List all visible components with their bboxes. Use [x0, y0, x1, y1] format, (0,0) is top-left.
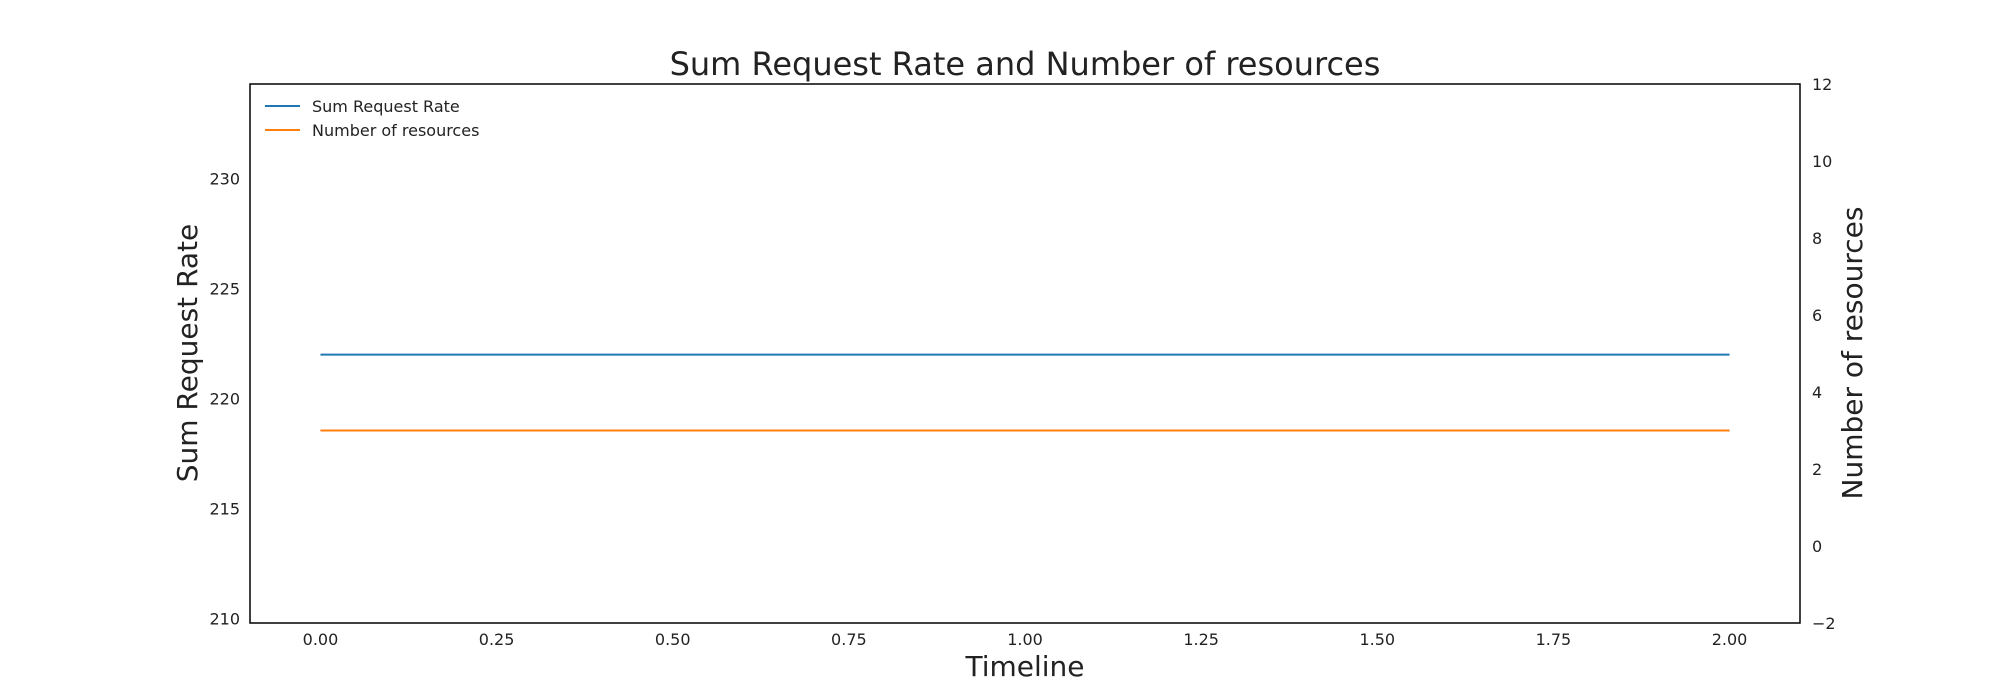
legend: Sum Request Rate Number of resources: [265, 97, 479, 140]
left-y-axis: 210 215 220 225 230: [209, 170, 240, 629]
plot-frame: [249, 83, 1801, 624]
right-y-tick-label: 0: [1812, 537, 1822, 556]
left-y-tick-label: 220: [209, 390, 240, 409]
x-tick-label: 0.25: [479, 630, 515, 649]
left-y-tick-label: 215: [209, 500, 240, 519]
right-y-tick-label: 12: [1812, 75, 1832, 94]
x-tick-label: 1.75: [1536, 630, 1572, 649]
right-y-tick-label: 10: [1812, 152, 1832, 171]
right-y-tick-label: 6: [1812, 306, 1822, 325]
x-tick-label: 0.50: [655, 630, 691, 649]
x-tick-label: 0.75: [831, 630, 867, 649]
x-tick-label: 1.50: [1359, 630, 1395, 649]
x-tick-label: 1.00: [1007, 630, 1043, 649]
left-y-axis-label: Sum Request Rate: [171, 224, 204, 483]
right-y-tick-label: −2: [1812, 614, 1836, 633]
right-y-axis-label: Number of resources: [1836, 207, 1869, 500]
chart-title: Sum Request Rate and Number of resources: [670, 45, 1381, 83]
legend-label: Number of resources: [312, 121, 479, 140]
x-tick-label: 1.25: [1183, 630, 1219, 649]
x-axis: 0.00 0.25 0.50 0.75 1.00 1.25 1.50 1.75 2.00: [303, 630, 1748, 649]
right-y-tick-label: 4: [1812, 383, 1822, 402]
x-axis-label: Timeline: [964, 650, 1084, 683]
left-y-tick-label: 210: [209, 610, 240, 629]
left-y-tick-label: 230: [209, 170, 240, 189]
right-y-axis: −2 0 2 4 6 8 10 12: [1812, 75, 1836, 633]
legend-label: Sum Request Rate: [312, 97, 460, 116]
x-tick-label: 0.00: [303, 630, 339, 649]
right-y-tick-label: 8: [1812, 229, 1822, 248]
x-tick-label: 2.00: [1712, 630, 1748, 649]
left-y-tick-label: 225: [209, 280, 240, 299]
series-layer: [320, 353, 1730, 432]
right-y-tick-label: 2: [1812, 460, 1822, 479]
